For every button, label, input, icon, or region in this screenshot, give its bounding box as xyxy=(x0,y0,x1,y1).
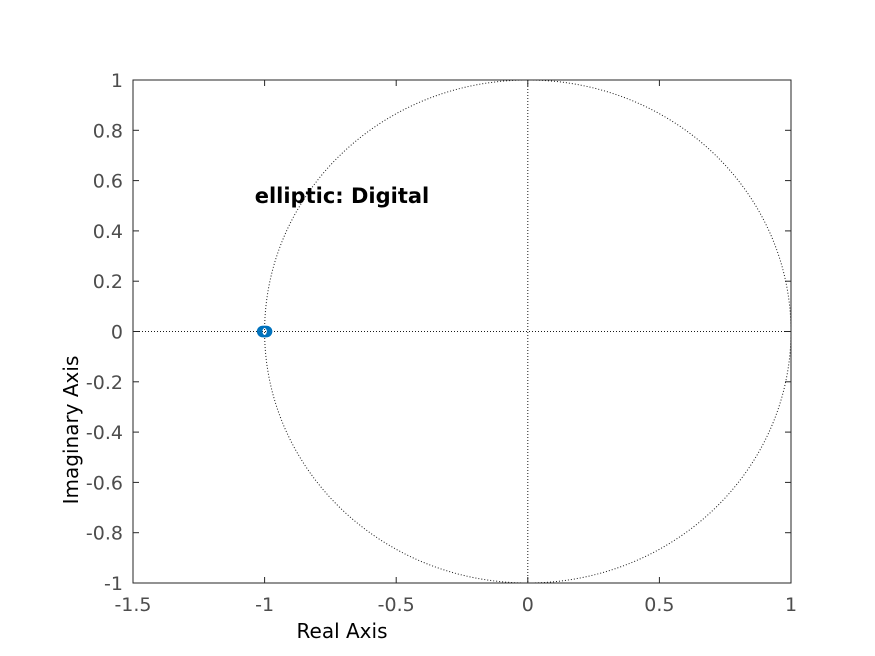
y-tick-label: 1 xyxy=(111,70,123,92)
y-tick-label: 0.2 xyxy=(93,271,123,293)
y-tick-label: -0.6 xyxy=(86,472,123,494)
y-axis-label: Imaginary Axis xyxy=(59,356,83,505)
y-tick-label: 0.4 xyxy=(93,221,123,243)
plot-annotation: elliptic: Digital xyxy=(255,184,430,208)
y-tick-label: -1 xyxy=(104,573,123,595)
y-tick-label: 0.6 xyxy=(93,171,123,193)
zero-marker xyxy=(260,325,273,338)
x-tick-label: -0.5 xyxy=(378,594,415,616)
plot-area xyxy=(133,80,791,583)
y-tick-label: -0.8 xyxy=(86,523,123,545)
x-tick-label: 0.5 xyxy=(644,594,674,616)
x-axis-label: Real Axis xyxy=(297,619,388,643)
x-tick-label: 1 xyxy=(785,594,797,616)
y-tick-label: 0 xyxy=(111,322,123,344)
axis-ticks: -1.5 -1 -0.5 0 0.5 110.80.60.40.20-0.2-0.4-0.… xyxy=(86,70,797,616)
y-tick-label: -0.4 xyxy=(86,422,123,444)
x-tick-label: -1.5 xyxy=(114,594,151,616)
y-tick-label: 0.8 xyxy=(93,120,123,142)
x-tick-label: -1 xyxy=(255,594,274,616)
y-tick-label: -0.2 xyxy=(86,372,123,394)
x-tick-label: 0 xyxy=(522,594,534,616)
zero-markers xyxy=(256,325,273,338)
